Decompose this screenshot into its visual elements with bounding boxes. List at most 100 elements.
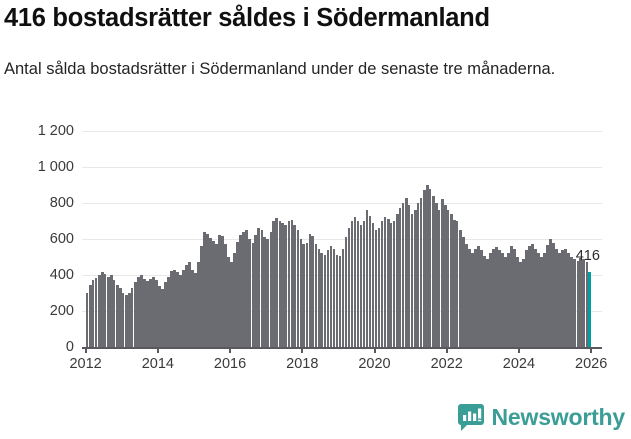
bar[interactable]: [317, 248, 321, 347]
bar[interactable]: [510, 246, 513, 347]
bar[interactable]: [118, 287, 122, 347]
bar[interactable]: [170, 271, 173, 347]
bar[interactable]: [263, 237, 267, 347]
bar[interactable]: [552, 242, 555, 347]
bar[interactable]: [251, 242, 255, 347]
bar[interactable]: [161, 289, 164, 347]
bar[interactable]: [525, 249, 528, 347]
bar[interactable]: [116, 284, 119, 347]
bar[interactable]: [185, 265, 188, 347]
bar[interactable]: [432, 195, 435, 347]
bar[interactable]: [233, 253, 237, 347]
bar[interactable]: [576, 260, 580, 347]
bar[interactable]: [176, 272, 179, 347]
bar[interactable]: [254, 235, 257, 347]
bar[interactable]: [148, 278, 152, 347]
bar[interactable]: [257, 228, 260, 347]
bar[interactable]: [350, 221, 354, 347]
bar[interactable]: [555, 248, 558, 347]
bar[interactable]: [239, 235, 242, 347]
bar[interactable]: [284, 224, 287, 347]
bar[interactable]: [85, 293, 89, 347]
bar[interactable]: [561, 249, 564, 347]
bar[interactable]: [513, 248, 516, 347]
bar[interactable]: [323, 255, 327, 347]
bar[interactable]: [423, 190, 426, 347]
bar[interactable]: [91, 280, 95, 347]
bar[interactable]: [221, 236, 224, 347]
bar[interactable]: [392, 221, 396, 347]
bar[interactable]: [434, 203, 438, 347]
bar[interactable]: [209, 238, 212, 347]
bar-highlighted[interactable]: [588, 272, 592, 347]
bar[interactable]: [462, 237, 465, 347]
bar[interactable]: [404, 197, 408, 347]
bar[interactable]: [146, 281, 149, 347]
bar[interactable]: [453, 220, 456, 347]
bar[interactable]: [414, 210, 417, 347]
bar[interactable]: [173, 269, 176, 347]
bar[interactable]: [308, 233, 312, 347]
bar[interactable]: [260, 230, 264, 347]
bar[interactable]: [320, 252, 324, 347]
bar[interactable]: [459, 230, 462, 347]
bar[interactable]: [407, 204, 411, 347]
bar[interactable]: [482, 256, 486, 347]
bar[interactable]: [486, 258, 489, 347]
bar[interactable]: [516, 257, 519, 347]
bar[interactable]: [537, 253, 540, 347]
bar[interactable]: [534, 248, 537, 347]
bar[interactable]: [579, 257, 582, 347]
bar[interactable]: [365, 210, 369, 347]
bar[interactable]: [341, 248, 345, 347]
bar[interactable]: [305, 242, 309, 347]
bar[interactable]: [224, 244, 228, 347]
bar[interactable]: [137, 276, 140, 347]
bar[interactable]: [549, 239, 553, 347]
bar[interactable]: [446, 210, 450, 347]
bar[interactable]: [441, 199, 444, 347]
bar[interactable]: [167, 276, 170, 347]
bar[interactable]: [179, 275, 182, 347]
bar[interactable]: [230, 262, 233, 347]
bar[interactable]: [531, 244, 534, 347]
bar[interactable]: [218, 235, 221, 347]
bar[interactable]: [504, 257, 507, 347]
bar[interactable]: [107, 276, 110, 347]
bar[interactable]: [401, 203, 405, 347]
bar[interactable]: [103, 274, 107, 347]
bar[interactable]: [302, 244, 306, 347]
bar[interactable]: [468, 248, 471, 347]
bar[interactable]: [278, 221, 282, 347]
bar[interactable]: [203, 231, 206, 347]
bar[interactable]: [564, 248, 567, 347]
bar[interactable]: [335, 255, 339, 347]
bar[interactable]: [450, 213, 453, 347]
bar[interactable]: [194, 273, 197, 347]
bar[interactable]: [89, 284, 92, 347]
bar[interactable]: [191, 269, 194, 347]
bar[interactable]: [489, 253, 492, 347]
bar[interactable]: [546, 245, 549, 347]
bar[interactable]: [212, 240, 215, 347]
bar[interactable]: [227, 257, 230, 347]
bar[interactable]: [471, 253, 474, 347]
bar[interactable]: [245, 230, 248, 347]
bar[interactable]: [121, 293, 125, 347]
bar[interactable]: [344, 237, 348, 347]
bar[interactable]: [455, 221, 459, 347]
bar[interactable]: [495, 247, 498, 347]
bar[interactable]: [540, 257, 543, 347]
bar[interactable]: [182, 269, 185, 347]
bar[interactable]: [236, 241, 239, 347]
bar[interactable]: [380, 221, 384, 347]
bar[interactable]: [98, 275, 101, 347]
bar[interactable]: [290, 220, 294, 347]
bar[interactable]: [353, 217, 357, 347]
bar[interactable]: [356, 221, 360, 347]
bar[interactable]: [522, 258, 525, 347]
bar[interactable]: [543, 253, 546, 347]
bar[interactable]: [383, 217, 387, 347]
bar[interactable]: [329, 246, 333, 347]
bar[interactable]: [416, 203, 420, 347]
